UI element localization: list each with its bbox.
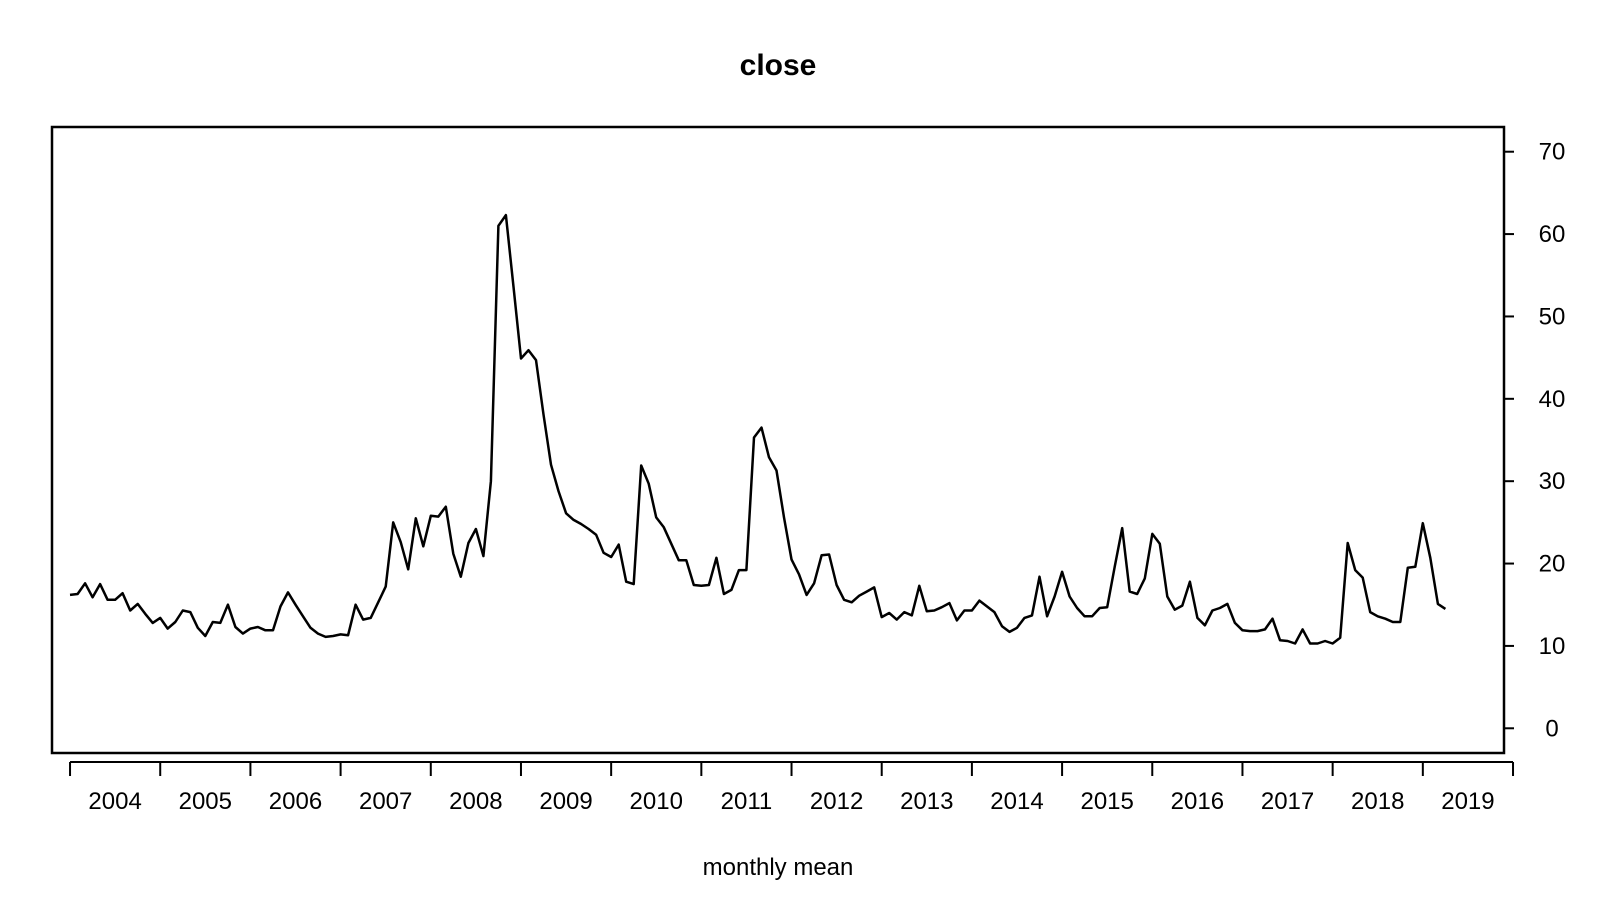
x-tick-label: 2019 bbox=[1441, 788, 1494, 815]
x-tick-label: 2008 bbox=[449, 788, 502, 815]
x-tick-label: 2018 bbox=[1351, 788, 1404, 815]
y-tick-label: 0 bbox=[1545, 715, 1558, 742]
x-tick-label: 2006 bbox=[269, 788, 322, 815]
x-tick-label: 2013 bbox=[900, 788, 953, 815]
y-tick-label: 50 bbox=[1539, 303, 1566, 330]
x-axis: 2004 2005 2006 2007 2008 2009 2010 2011 2012 2013… bbox=[69, 761, 1515, 815]
y-tick-label: 40 bbox=[1539, 386, 1566, 413]
x-tick-label: 2012 bbox=[810, 788, 863, 815]
x-tick-label: 2014 bbox=[990, 788, 1043, 815]
y-tick-label: 30 bbox=[1539, 468, 1566, 495]
x-tick-label: 2004 bbox=[88, 788, 141, 815]
y-tick-label: 70 bbox=[1539, 139, 1566, 166]
x-tick-label: 2015 bbox=[1080, 788, 1133, 815]
y-tick-label: 10 bbox=[1539, 633, 1566, 660]
y-axis: 0 10 20 30 40 50 60 70 bbox=[1504, 139, 1566, 742]
series-line bbox=[69, 213, 1447, 645]
x-tick-label: 2011 bbox=[721, 788, 773, 815]
x-tick-label: 2010 bbox=[630, 788, 683, 815]
x-tick-label: 2017 bbox=[1261, 788, 1314, 815]
x-tick-label: 2005 bbox=[179, 788, 232, 815]
y-tick-label: 60 bbox=[1539, 221, 1566, 248]
y-tick-label: 20 bbox=[1539, 551, 1566, 578]
x-tick-label: 2009 bbox=[539, 788, 592, 815]
plot-frame bbox=[50, 125, 1506, 755]
x-tick-label: 2007 bbox=[359, 788, 412, 815]
x-tick-label: 2016 bbox=[1171, 788, 1224, 815]
chart-title: close bbox=[740, 49, 817, 82]
x-axis-label: monthly mean bbox=[703, 854, 854, 881]
